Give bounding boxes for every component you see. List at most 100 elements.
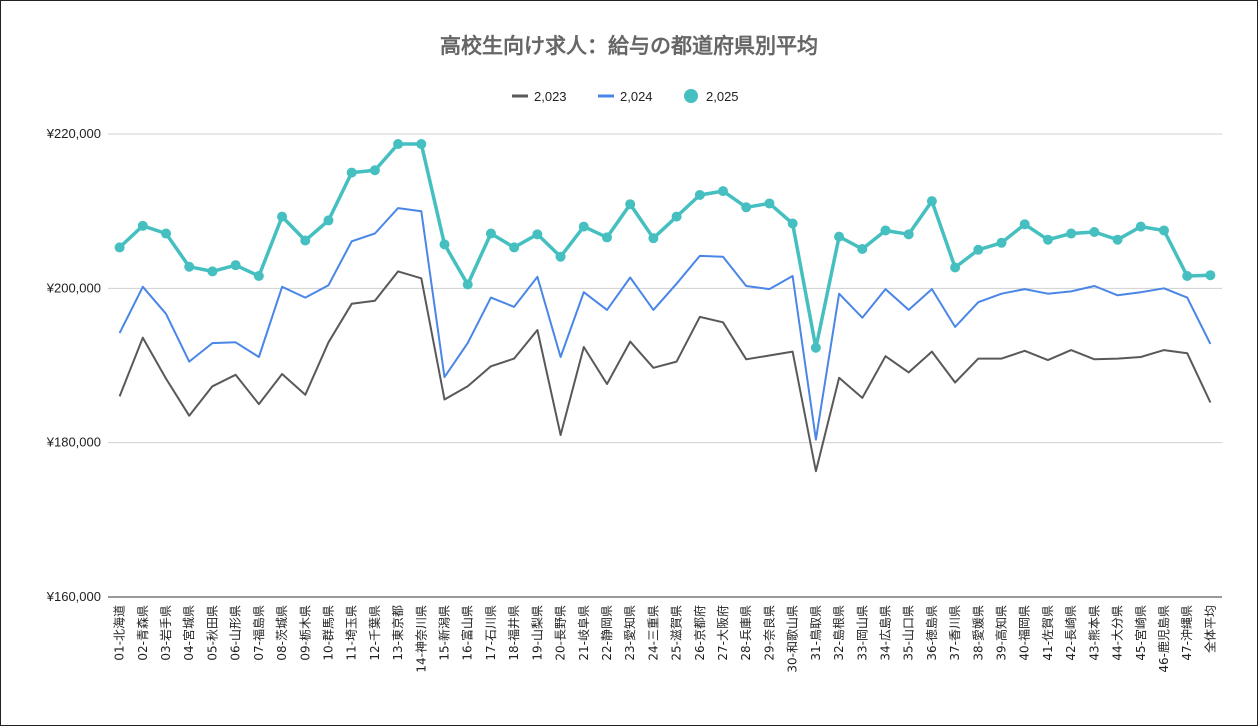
- y-tick-label: ¥200,000: [46, 280, 101, 295]
- data-point: [300, 235, 311, 246]
- x-tick-label: 29-奈良県: [761, 605, 776, 661]
- x-tick-label: 22-静岡県: [600, 605, 614, 661]
- x-tick-label: 32-島根県: [831, 605, 846, 661]
- data-point: [393, 139, 404, 150]
- x-tick-label: 04-宮城県: [181, 605, 196, 661]
- data-point: [996, 237, 1007, 248]
- data-point: [184, 261, 195, 272]
- x-tick-label: 10-群馬県: [321, 605, 335, 661]
- data-point: [369, 165, 380, 176]
- x-tick-label: 06-山形県: [229, 605, 243, 661]
- data-point: [741, 202, 752, 213]
- data-point: [834, 231, 845, 242]
- y-tick-label: ¥180,000: [46, 435, 101, 450]
- x-tick-label: 46-鹿児島県: [1156, 605, 1171, 673]
- legend-label: 2,023: [534, 89, 567, 104]
- x-tick-label: 35-山口県: [902, 605, 916, 661]
- data-point: [880, 225, 891, 236]
- data-point: [462, 279, 473, 290]
- data-point: [625, 199, 636, 210]
- data-point: [555, 251, 566, 262]
- data-point: [277, 211, 288, 222]
- data-point: [509, 242, 520, 253]
- x-tick-label: 21-岐阜県: [577, 605, 591, 661]
- legend-swatch: [684, 89, 698, 103]
- data-point: [787, 218, 798, 229]
- x-tick-label: 12-千葉県: [368, 605, 382, 661]
- x-tick-label: 16-富山県: [460, 605, 475, 661]
- y-tick-label: ¥220,000: [46, 126, 101, 141]
- x-tick-label: 23-愛知県: [623, 605, 637, 661]
- data-point: [578, 221, 589, 232]
- data-point: [1112, 234, 1123, 245]
- x-tick-label: 26-京都府: [692, 605, 707, 661]
- series-lines: [118, 142, 1212, 473]
- data-point: [1182, 270, 1193, 281]
- data-point: [671, 211, 682, 222]
- x-tick-label: 24-三重県: [646, 605, 660, 661]
- x-tick-label: 01-北海道: [112, 605, 127, 661]
- data-point: [1135, 221, 1146, 232]
- gridlines: [108, 133, 1222, 598]
- data-point: [694, 189, 705, 200]
- data-point: [346, 167, 357, 178]
- data-point: [230, 260, 241, 271]
- data-point: [903, 229, 914, 240]
- x-axis-ticks: 01-北海道 02-青森県 03-岩手県 04-宮城県 05-秋田県 06-山形県 07-福…: [112, 605, 1218, 673]
- x-tick-label: 40-福岡県: [1017, 605, 1032, 661]
- x-tick-label: 43-熊本県: [1086, 605, 1101, 661]
- data-point: [857, 243, 868, 254]
- x-tick-label: 31-鳥取県: [808, 605, 823, 661]
- y-tick-label: ¥160,000: [46, 589, 101, 604]
- x-tick-label: 36-徳島県: [924, 605, 939, 661]
- data-point: [973, 244, 984, 255]
- x-tick-label: 25-滋賀県: [670, 605, 684, 661]
- data-point: [648, 233, 659, 244]
- data-point: [253, 270, 264, 281]
- series-markers: [114, 139, 1216, 353]
- series-line: [118, 270, 1212, 473]
- data-point: [601, 232, 612, 243]
- x-tick-label: 08-茨城県: [275, 605, 289, 661]
- data-point: [439, 239, 450, 250]
- x-tick-label: 全体平均: [1202, 605, 1217, 653]
- x-tick-label: 03-岩手県: [158, 605, 173, 661]
- x-tick-label: 19-山梨県: [530, 605, 544, 661]
- legend: 2,023 2,024 2,025: [512, 89, 739, 104]
- series-line: [118, 207, 1212, 441]
- x-tick-label: 14-神奈川県: [414, 605, 428, 673]
- x-tick-label: 07-福島県: [251, 605, 266, 661]
- data-point: [323, 215, 334, 226]
- data-point: [950, 262, 961, 273]
- x-tick-label: 28-兵庫県: [739, 605, 753, 661]
- x-tick-label: 20-長野県: [554, 605, 568, 661]
- x-tick-label: 33-岡山県: [855, 605, 869, 661]
- x-tick-label: 02-青森県: [135, 605, 150, 661]
- data-point: [1089, 227, 1100, 238]
- x-tick-label: 37-香川県: [948, 605, 962, 661]
- x-tick-label: 18-福井県: [506, 605, 521, 661]
- x-tick-label: 41-佐賀県: [1041, 605, 1055, 661]
- data-point: [764, 198, 775, 209]
- data-point: [1158, 225, 1169, 236]
- x-tick-label: 38-愛媛県: [971, 605, 985, 661]
- y-axis-ticks: ¥160,000 ¥180,000 ¥200,000 ¥220,000: [46, 126, 101, 604]
- chart-title: 高校生向け求人：給与の都道府県別平均: [440, 34, 818, 58]
- x-tick-label: 15-新潟県: [437, 605, 452, 661]
- data-point: [1019, 219, 1030, 230]
- x-tick-label: 27-大阪府: [715, 605, 730, 661]
- x-tick-label: 11-埼玉県: [345, 605, 359, 661]
- x-tick-label: 34-広島県: [877, 605, 892, 661]
- x-tick-label: 30-和歌山県: [785, 605, 800, 673]
- data-point: [1042, 234, 1053, 245]
- data-point: [718, 186, 729, 197]
- x-tick-label: 39-高知県: [994, 605, 1009, 661]
- data-point: [1205, 270, 1216, 281]
- data-point: [532, 229, 543, 240]
- x-tick-label: 44-大分県: [1111, 605, 1125, 661]
- x-tick-label: 17-石川県: [484, 605, 498, 661]
- x-tick-label: 09-栃木県: [298, 605, 312, 661]
- data-point: [810, 342, 821, 353]
